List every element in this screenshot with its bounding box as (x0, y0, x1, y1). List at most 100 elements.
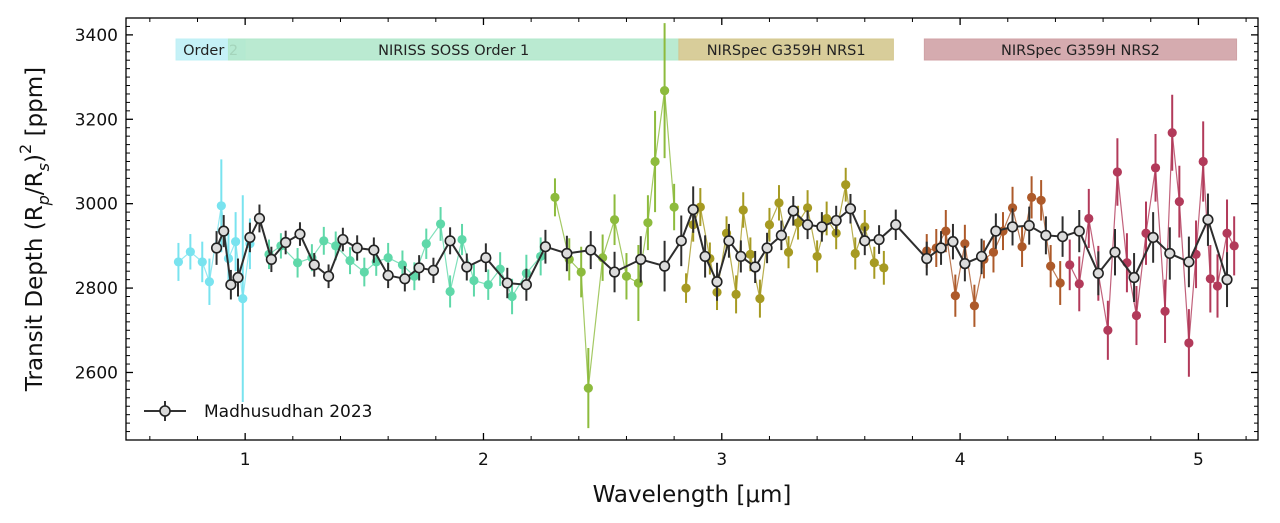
binned-point (413, 262, 425, 274)
native-point (445, 286, 455, 297)
binned-point (921, 252, 933, 265)
native-resolution-points (173, 23, 1239, 429)
binned-point (947, 236, 959, 248)
binned-point (1202, 214, 1214, 226)
legend-label: Madhusudhan 2023 (204, 402, 372, 422)
y-tick-label: 3200 (75, 110, 118, 130)
binned-point (427, 264, 440, 276)
native-point (1167, 128, 1177, 138)
binned-point (1092, 267, 1104, 279)
native-point (793, 218, 803, 228)
native-point (783, 247, 794, 257)
native-series (922, 176, 1065, 327)
binned-point (687, 203, 699, 216)
native-series (681, 167, 889, 318)
binned-point (959, 258, 971, 270)
native-point (457, 234, 467, 245)
native-point (345, 256, 355, 266)
binned-point (539, 241, 552, 253)
native-point (1074, 279, 1084, 289)
binned-point (749, 261, 761, 273)
native-point (1065, 260, 1075, 270)
binned-point (351, 242, 363, 254)
native-point (383, 253, 393, 263)
binned-point (244, 231, 256, 244)
y-tick-label: 3400 (75, 26, 118, 46)
native-point (507, 291, 517, 302)
native-series (550, 23, 679, 429)
native-point (988, 247, 999, 257)
native-point (841, 180, 851, 190)
native-point (483, 280, 493, 290)
binned-point (1147, 231, 1159, 244)
native-point (583, 383, 593, 393)
binned-point (775, 229, 787, 241)
binned-point (337, 233, 349, 246)
native-point (950, 291, 960, 301)
binned-point (1040, 229, 1052, 241)
binned-point (461, 261, 473, 273)
native-point (1150, 163, 1161, 173)
binned-spectrum (210, 186, 1233, 308)
y-tick-label: 3000 (75, 195, 118, 215)
binned-point (761, 242, 773, 254)
y-tick-label: 2800 (75, 279, 118, 299)
native-point (204, 277, 215, 287)
native-series-line (1069, 132, 1235, 343)
native-point (1103, 325, 1113, 335)
native-point (650, 156, 660, 167)
native-point (1131, 310, 1142, 321)
binned-point (480, 252, 492, 264)
y-tick-label: 2600 (75, 363, 118, 383)
native-point (609, 215, 620, 225)
binned-point (308, 259, 320, 271)
native-point (1174, 196, 1184, 207)
native-point (941, 226, 951, 236)
native-point (359, 267, 369, 277)
binned-point (830, 214, 842, 227)
native-series-line (268, 222, 542, 298)
binned-point (218, 225, 230, 237)
x-tick-label: 2 (478, 450, 489, 470)
native-point (731, 289, 741, 300)
binned-point (294, 228, 306, 240)
binned-point (890, 219, 902, 231)
binned-point (844, 203, 857, 215)
native-point (745, 249, 755, 259)
binned-point (382, 269, 394, 282)
native-point (1084, 213, 1094, 224)
instrument-band-label: NIRISS SOSS Order 1 (378, 43, 529, 59)
native-point (197, 257, 207, 267)
native-point (1229, 241, 1239, 251)
native-point (469, 275, 479, 286)
binned-point (1073, 225, 1085, 237)
y-axis-title: Transit Depth (Rp/Rs)2 [ppm] (16, 67, 53, 392)
binned-point (723, 235, 735, 247)
native-point (1007, 203, 1018, 213)
native-point (850, 248, 860, 259)
native-point (216, 201, 226, 211)
instrument-band-label: NIRSpec G359H NRS1 (707, 43, 866, 59)
native-point (238, 294, 248, 304)
x-axis-title: Wavelength [μm] (593, 482, 792, 508)
binned-point (608, 266, 621, 278)
native-point (1222, 228, 1232, 238)
native-point (173, 257, 184, 267)
native-point (960, 239, 970, 249)
native-point (1055, 278, 1065, 288)
binned-point (873, 233, 885, 246)
binned-point (585, 244, 597, 256)
binned-point (1023, 220, 1035, 232)
native-point (822, 213, 832, 224)
instrument-band-label: Order 2 (183, 43, 238, 59)
native-point (1017, 242, 1027, 252)
native-point (621, 271, 632, 281)
native-point (550, 192, 560, 202)
native-point (869, 258, 879, 268)
native-point (1198, 156, 1208, 167)
instrument-band-label: NIRSpec G359H NRS2 (1001, 43, 1160, 59)
binned-point (501, 277, 513, 289)
binned-point (265, 253, 277, 265)
native-point (643, 218, 653, 228)
binned-point (935, 242, 947, 254)
